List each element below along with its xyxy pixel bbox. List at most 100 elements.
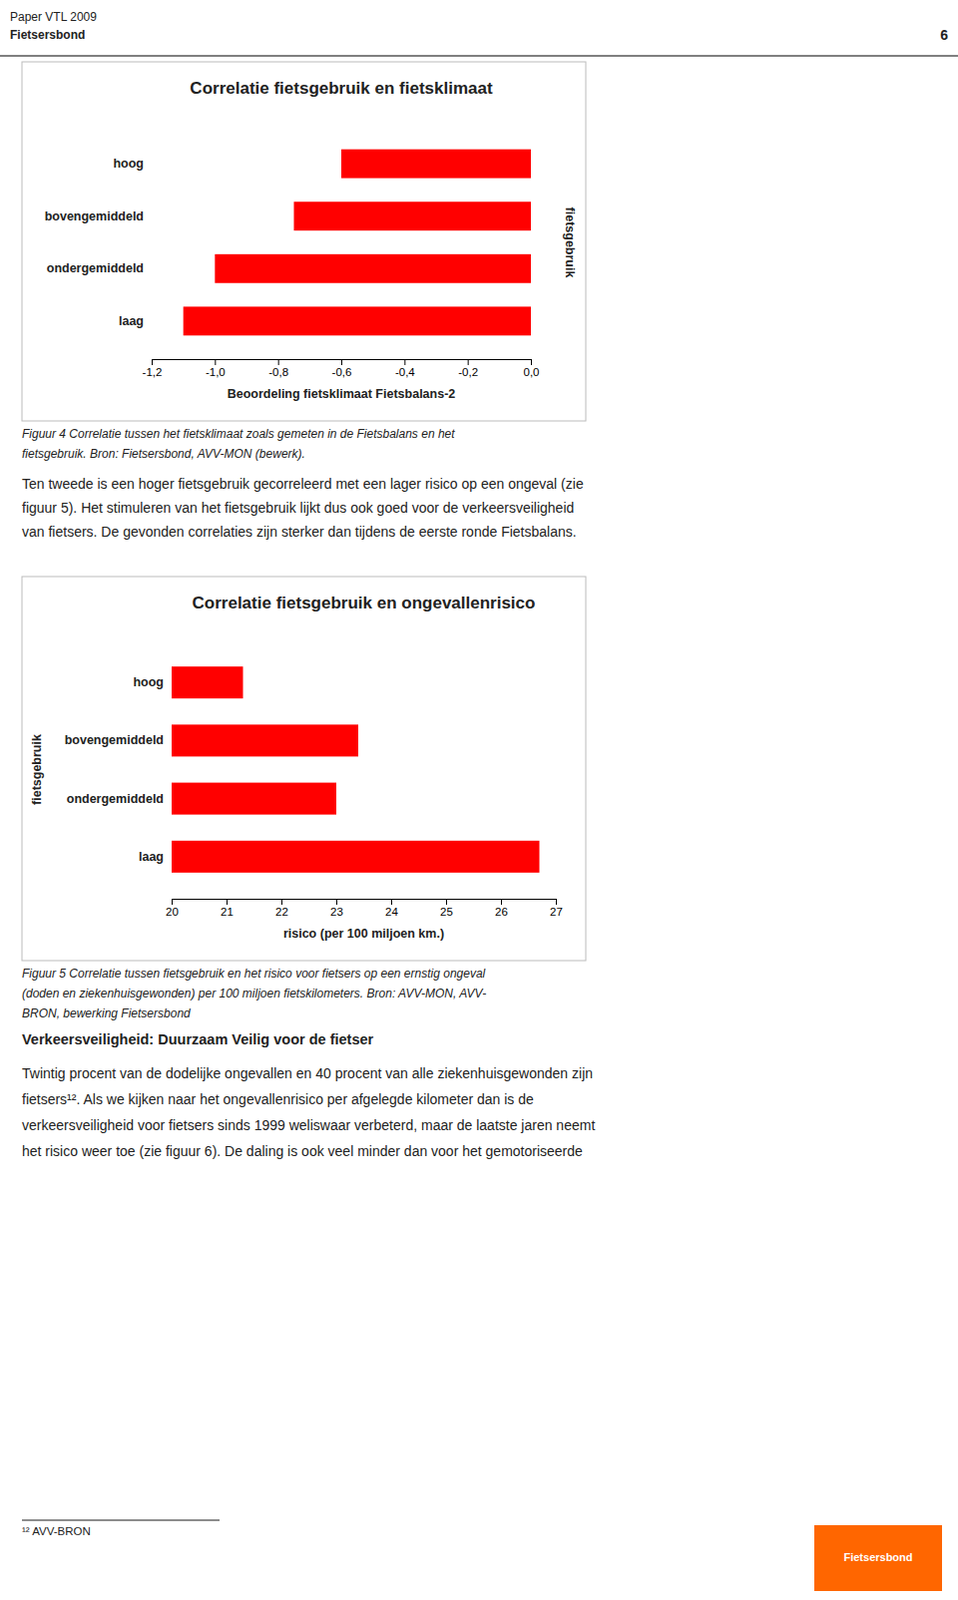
bar	[341, 149, 531, 179]
chart-frame	[21, 61, 586, 422]
tick-label: 26	[494, 906, 508, 919]
section-title: Verkeersveiligheid: Duurzaam Veilig voor…	[21, 1031, 375, 1048]
tick: 20	[165, 899, 179, 919]
tick-label: bovengemiddeld	[44, 209, 144, 224]
tick-mark	[281, 899, 283, 906]
bars	[171, 666, 540, 874]
caption-line: fietsgebruik. Bron: Fietsersbond, AVV-MO…	[21, 447, 306, 462]
chart: Correlatie fietsgebruik en ongevallenris…	[21, 576, 586, 961]
tick-label: 21	[220, 906, 234, 919]
bar	[214, 254, 531, 284]
tick-label: 0,0	[523, 366, 540, 379]
tick-mark	[226, 899, 228, 906]
tick: bovengemiddeld	[44, 209, 144, 224]
bar	[171, 666, 244, 699]
axis-title: fietsgebruik	[29, 734, 44, 806]
chart: Correlatie fietsgebruik en fietsklimaatf…	[21, 61, 586, 422]
tick-label: -1,0	[205, 366, 226, 379]
caption-line: BRON, bewerking Fietsersbond	[21, 1006, 191, 1021]
section: Verkeersveiligheid: Duurzaam Veilig voor…	[21, 1031, 375, 1048]
bar	[294, 201, 532, 231]
tick: 27	[549, 899, 563, 919]
axis-title: Beoordeling fietsklimaat Fietsbalans-2	[227, 387, 457, 402]
caption: Figuur 4 Correlatie tussen het fietsklim…	[21, 427, 456, 462]
tick-mark	[171, 899, 173, 906]
axis-line	[172, 900, 557, 907]
caption-line: Figuur 5 Correlatie tussen fietsgebruik …	[21, 966, 486, 981]
axis-line	[152, 360, 532, 367]
body-text: Ten tweede is een hoger fietsgebruik gec…	[21, 476, 584, 540]
body-line: van fietsers. De gevonden correlaties zi…	[21, 523, 577, 540]
tick: 25	[440, 899, 454, 919]
tick-mark	[404, 359, 406, 366]
tick-mark	[446, 899, 448, 906]
tick: ondergemiddeld	[46, 261, 144, 276]
tick-label: 25	[440, 906, 454, 919]
tick-label: -0,8	[268, 366, 289, 379]
header-line: Paper VTL 2009	[9, 9, 97, 24]
axis-title: fietsgebruik	[562, 207, 577, 279]
header-rule	[0, 55, 958, 57]
bars	[183, 149, 531, 337]
logo	[813, 1524, 944, 1593]
tick-mark	[500, 899, 502, 906]
footnote: ¹² AVV-BRON	[21, 1525, 91, 1538]
bar	[171, 841, 540, 874]
body-line: het risico weer toe (zie figuur 6). De d…	[21, 1143, 583, 1160]
tick-mark	[151, 359, 153, 366]
tick: -0,4	[395, 359, 416, 379]
tick-label: ondergemiddeld	[66, 792, 164, 807]
tick-label: -0,2	[458, 366, 479, 379]
bar	[171, 724, 359, 757]
y-axis: hoogbovengemiddeldondergemiddeldlaag	[64, 675, 164, 865]
header-line: Fietsersbond	[9, 27, 85, 42]
footer: ¹² AVV-BRON Fietsersbond	[21, 1520, 944, 1593]
tick: 22	[275, 899, 289, 919]
tick-mark	[468, 359, 470, 366]
tick-label: 27	[549, 906, 563, 919]
caption: Figuur 5 Correlatie tussen fietsgebruik …	[21, 966, 486, 1021]
tick-label: -0,4	[395, 366, 416, 379]
x-axis: 20 21 22 23 24 25 26 27	[165, 899, 563, 919]
tick-mark	[214, 359, 216, 366]
tick-mark	[278, 359, 280, 366]
body-text: Twintig procent van de dodelijke ongeval…	[21, 1065, 595, 1160]
tick-label: 22	[275, 906, 289, 919]
tick-label: -1,2	[142, 366, 163, 379]
footnote-rule	[21, 1520, 220, 1522]
body-line: Twintig procent van de dodelijke ongeval…	[21, 1065, 593, 1082]
tick-label: ondergemiddeld	[46, 261, 144, 276]
plot: -1,2 -1,0 -0,8 -0,6 -0,4 -0,2 0,0 hoog bovengemi…	[44, 149, 540, 402]
chart-frame	[21, 576, 586, 961]
tick-label: 23	[330, 906, 344, 919]
tick-label: 24	[385, 906, 399, 919]
tick-label: laag	[118, 314, 144, 329]
page: Paper VTL 2009Fietsersbond6Correlatie fi…	[0, 0, 958, 1600]
tick: -1,2	[142, 359, 163, 379]
body-line: Ten tweede is een hoger fietsgebruik gec…	[21, 476, 584, 492]
tick: hoog	[112, 156, 144, 171]
body-line: fietsers¹². Als we kijken naar het ongev…	[21, 1091, 534, 1108]
tick: -0,6	[332, 359, 353, 379]
caption-line: (doden en ziekenhuisgewonden) per 100 mi…	[21, 986, 486, 1001]
tick: 23	[330, 899, 344, 919]
tick: 0,0	[523, 359, 540, 379]
tick: laag	[118, 314, 144, 329]
tick: -1,0	[205, 359, 226, 379]
tick-label: laag	[138, 850, 164, 865]
tick-mark	[336, 899, 338, 906]
chart-title: Correlatie fietsgebruik en ongevallenris…	[192, 593, 536, 613]
tick-label: 20	[165, 906, 179, 919]
x-axis: -1,2 -1,0 -0,8 -0,6 -0,4 -0,2 0,0	[142, 359, 540, 379]
body-line: figuur 5). Het stimuleren van het fietsg…	[21, 499, 574, 516]
header: Paper VTL 2009Fietsersbond6	[0, 9, 958, 56]
tick: bovengemiddeld	[64, 733, 164, 748]
tick: 21	[220, 899, 234, 919]
tick-mark	[555, 899, 557, 906]
tick-label: bovengemiddeld	[64, 733, 164, 748]
tick-mark	[391, 899, 393, 906]
logo-text: Fietsersbond	[843, 1551, 913, 1564]
tick: 24	[385, 899, 399, 919]
y-axis: hoog bovengemiddeld ondergemiddeld laag	[44, 156, 144, 329]
axis-title: risico (per 100 miljoen km.)	[283, 927, 445, 942]
